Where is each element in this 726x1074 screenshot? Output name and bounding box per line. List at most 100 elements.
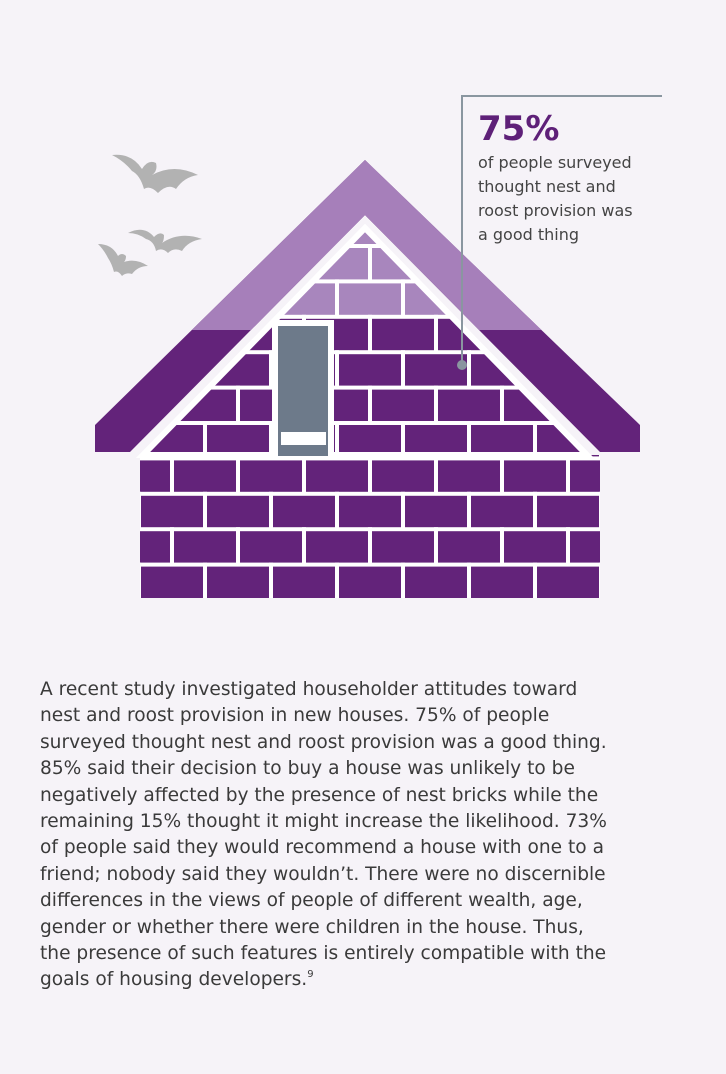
mortar <box>401 421 405 457</box>
callout-text: a good thing <box>478 225 579 244</box>
paragraph-line: surveyed thought nest and roost provisio… <box>40 730 720 756</box>
mortar <box>401 279 405 316</box>
mortar <box>335 421 339 457</box>
mortar <box>467 350 471 387</box>
mortar <box>302 598 306 634</box>
mortar <box>500 598 504 634</box>
mortar <box>203 279 207 316</box>
mortar <box>140 491 600 496</box>
mortar <box>434 598 438 634</box>
callout-text: of people surveyed <box>478 153 632 172</box>
callout-line <box>461 95 662 365</box>
mortar <box>170 527 174 564</box>
mortar <box>140 491 141 528</box>
mortar <box>368 598 372 634</box>
mortar <box>434 456 438 493</box>
mortar <box>236 385 240 422</box>
mortar <box>368 244 372 280</box>
mortar <box>140 421 600 425</box>
paragraph-text: remaining 15% thought it might increase … <box>40 811 607 833</box>
illustration: 75% of people surveyed thought nest and ro… <box>95 95 662 634</box>
gable-edge <box>135 223 595 458</box>
mortar <box>335 562 339 598</box>
mortar <box>434 385 438 422</box>
mortar <box>401 562 405 598</box>
paragraph-text: goals of housing developers. <box>40 969 308 991</box>
paragraph-text: surveyed thought nest and roost provisio… <box>40 731 607 753</box>
mortar <box>599 562 600 598</box>
paragraph-line: gender or whether there were children in… <box>40 915 720 941</box>
mortar <box>130 598 610 602</box>
mortar <box>500 456 504 493</box>
mortar <box>467 421 471 457</box>
paragraph: A recent study investigated householder … <box>40 677 720 994</box>
mortar <box>566 527 570 564</box>
mortar <box>401 491 405 528</box>
paragraph-text: of people said they would recommend a ho… <box>40 837 604 859</box>
roof-top <box>191 160 542 330</box>
mortar <box>236 244 240 280</box>
mortar <box>533 562 537 598</box>
mortar <box>368 527 372 564</box>
paragraph-line: friend; nobody said they wouldn’t. There… <box>40 862 720 888</box>
mortar <box>500 244 504 280</box>
mortar <box>467 562 471 598</box>
mortar <box>335 491 339 528</box>
mortar <box>434 314 438 351</box>
paragraph-line: 85% said their decision to buy a house w… <box>40 756 720 782</box>
mortar <box>599 350 600 387</box>
paragraph-text: differences in the views of people of di… <box>40 890 583 912</box>
mortar <box>566 456 570 493</box>
paragraph-line: of people said they would recommend a ho… <box>40 835 720 861</box>
mortar <box>203 421 207 457</box>
mortar <box>566 314 570 351</box>
mortar <box>170 314 174 351</box>
mortar <box>203 562 207 598</box>
mortar <box>269 562 273 598</box>
mortar <box>170 456 174 493</box>
mortar <box>269 421 273 457</box>
paragraph-line: differences in the views of people of di… <box>40 888 720 914</box>
callout-stat: 75% <box>478 109 559 149</box>
paragraph-text: nest and roost provision in new houses. … <box>40 705 550 727</box>
paragraph-line: remaining 15% thought it might increase … <box>40 809 720 835</box>
mortar <box>500 527 504 564</box>
mortar <box>140 562 141 598</box>
mortar <box>599 491 600 528</box>
callout-text: thought nest and <box>478 177 616 196</box>
mortar <box>140 279 600 284</box>
mortar <box>335 279 339 316</box>
mortar <box>434 527 438 564</box>
mortar <box>599 279 600 316</box>
callout-dot <box>457 360 467 370</box>
bats <box>98 154 202 276</box>
paragraph-text: friend; nobody said they wouldn’t. There… <box>40 863 606 885</box>
mortar <box>335 350 339 387</box>
paragraph-text: A recent study investigated householder … <box>40 679 578 700</box>
mortar <box>302 527 306 564</box>
mortar <box>368 456 372 493</box>
brick-wall <box>130 228 610 634</box>
paragraph-text: 85% said their decision to buy a house w… <box>40 758 575 780</box>
paragraph-line: negatively affected by the presence of n… <box>40 783 720 809</box>
mortar <box>566 598 570 634</box>
mortar <box>203 491 207 528</box>
paragraph-line: A recent study investigated householder … <box>40 677 720 703</box>
paragraph-text: the presence of such features is entirel… <box>40 943 607 965</box>
mortar <box>236 527 240 564</box>
callout-text: roost provision was <box>478 201 633 220</box>
window-sill <box>281 432 326 445</box>
mortar <box>368 385 372 422</box>
mortar <box>236 598 240 634</box>
mortar <box>140 562 600 567</box>
mortar <box>533 421 537 457</box>
mortar <box>140 350 600 355</box>
mortar <box>500 385 504 422</box>
mortar <box>368 314 372 351</box>
mortar <box>269 491 273 528</box>
paragraph-line: the presence of such features is entirel… <box>40 941 720 967</box>
paragraph-text: negatively affected by the presence of n… <box>40 784 599 806</box>
mortar <box>566 244 570 280</box>
paragraph-line: nest and roost provision in new houses. … <box>40 703 720 729</box>
